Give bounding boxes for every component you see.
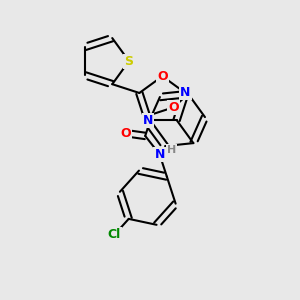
Text: S: S	[124, 55, 134, 68]
Text: O: O	[157, 70, 168, 83]
Text: O: O	[121, 127, 131, 140]
Text: N: N	[143, 114, 153, 127]
Text: N: N	[154, 148, 165, 161]
Text: Cl: Cl	[108, 228, 121, 241]
Text: O: O	[168, 101, 179, 114]
Text: H: H	[167, 145, 176, 155]
Text: N: N	[180, 86, 190, 100]
